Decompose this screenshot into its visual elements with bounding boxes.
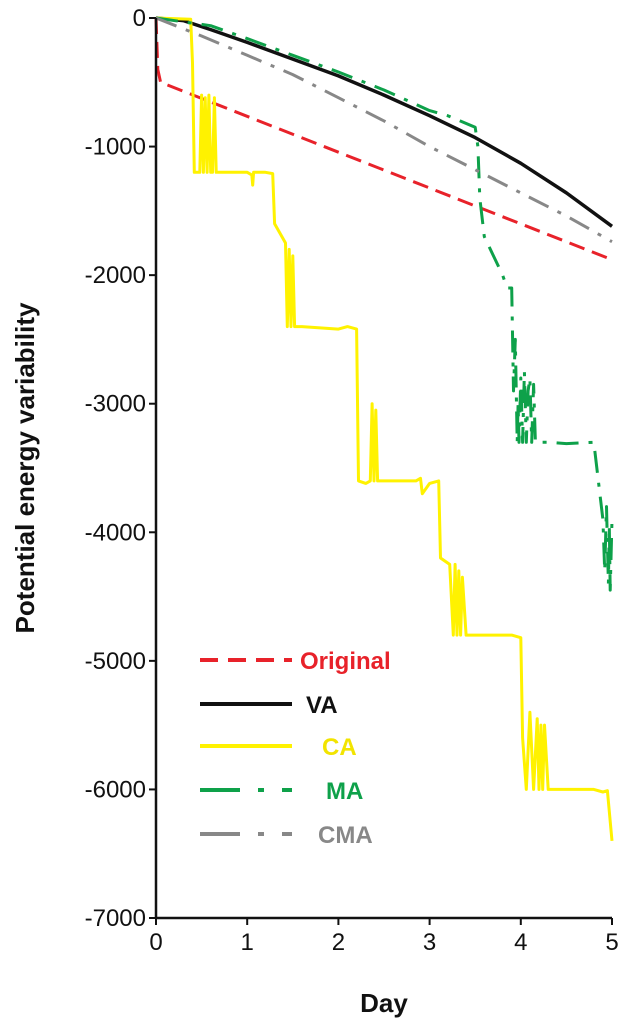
x-tick-label: 5 <box>605 929 618 956</box>
series-line-va <box>155 16 614 228</box>
series-line-ma <box>155 16 614 592</box>
y-axis-title: Potential energy variability <box>10 302 40 633</box>
y-tick-label: -5000 <box>85 648 146 675</box>
y-tick-label: -3000 <box>85 391 146 418</box>
y-tick-label: 0 <box>133 5 146 32</box>
series-line-ca <box>155 16 614 842</box>
y-tick-label: -4000 <box>85 519 146 546</box>
y-tick-label: -7000 <box>85 905 146 932</box>
y-tick-label: -6000 <box>85 776 146 803</box>
axes <box>154 18 612 920</box>
x-axis-title: Day <box>360 988 408 1018</box>
x-tick-label: 1 <box>241 929 254 956</box>
x-tick-label: 0 <box>149 929 162 956</box>
x-tick-label: 2 <box>332 929 345 956</box>
plot-area <box>154 16 614 842</box>
legend: Original VA CA MA CMA <box>200 648 391 849</box>
legend-label-original: Original <box>300 648 391 675</box>
y-tick-label: -2000 <box>85 262 146 289</box>
legend-label-cma: CMA <box>318 822 373 849</box>
series-line-cma <box>155 16 613 244</box>
x-tick-label: 4 <box>514 929 527 956</box>
y-tick-label: -1000 <box>85 134 146 161</box>
legend-label-ca: CA <box>322 734 357 761</box>
legend-label-va: VA <box>306 692 338 719</box>
ticks: 0 1 2 3 4 5 0 -1000 -2000 -3000 -4000 -5000 -6000 -70… <box>85 5 619 956</box>
legend-label-ma: MA <box>326 778 363 805</box>
x-tick-label: 3 <box>423 929 436 956</box>
series-line-original <box>154 17 613 262</box>
